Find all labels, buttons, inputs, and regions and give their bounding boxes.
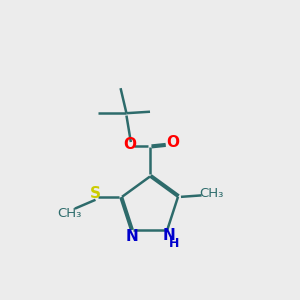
Text: CH₃: CH₃	[199, 188, 224, 200]
Text: O: O	[123, 136, 136, 152]
Text: N: N	[162, 228, 175, 243]
Text: S: S	[90, 186, 101, 201]
Text: N: N	[125, 229, 138, 244]
Text: CH₃: CH₃	[58, 206, 82, 220]
Text: H: H	[169, 236, 179, 250]
Text: O: O	[166, 135, 179, 150]
